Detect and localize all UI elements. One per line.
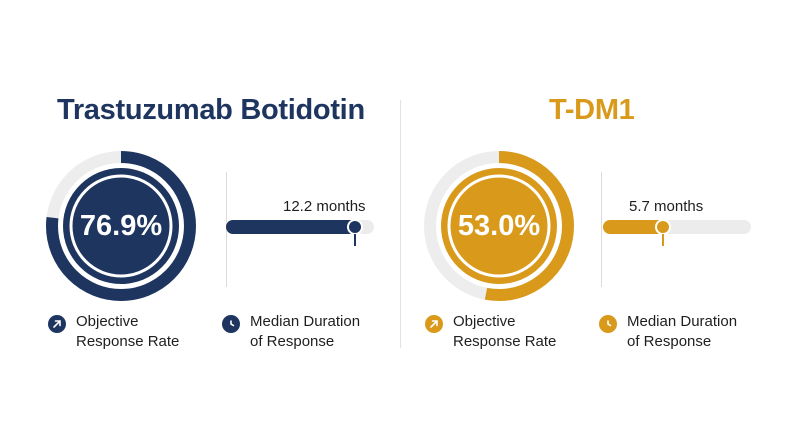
panel-divider [400,100,401,348]
legend-dor-label: Median Duration of Response [627,313,738,350]
dor-marker-stem [353,234,356,246]
legend-orr-label: Objective Response Rate [76,313,180,350]
dor-marker-stem [662,234,665,246]
orr-donut: 76.9% [46,151,196,301]
legend-dor: Median Duration of Response [222,312,360,352]
dor-bar [603,220,664,234]
dor-track [603,219,751,246]
bar-axis-line [601,172,602,287]
arrow-up-right-icon [48,315,66,333]
orr-value: 53.0% [457,209,541,242]
donut-inner-ring [69,174,173,278]
dor-value: 5.7 months [629,198,704,215]
clock-icon [599,315,617,333]
legend-orr-label: Objective Response Rate [453,313,557,350]
legend-dor-label: Median Duration of Response [250,313,361,350]
trastuzumab-panel: Trastuzumab Botidotin 76.9% 12.2 months … [46,94,374,352]
dor-track [226,219,374,246]
legend-orr: Objective Response Rate [425,312,556,352]
orr-value: 76.9% [79,209,163,242]
panel-title: T-DM1 [549,94,635,126]
legend-orr: Objective Response Rate [48,312,179,352]
arrow-up-right-icon [425,315,443,333]
dor-marker [655,219,672,235]
dor-bar [226,220,355,234]
tdm1-panel: T-DM1 53.0% 5.7 months Objective Respons… [400,0,800,447]
donut-center [441,168,557,284]
donut-value-arc [46,151,196,301]
donut-value-arc [424,151,574,301]
orr-donut: 53.0% [424,151,574,301]
clock-icon [222,315,240,333]
donut-center [63,168,179,284]
legend-dor: Median Duration of Response [599,312,737,352]
dor-marker [346,219,363,235]
donut-inner-ring [447,174,551,278]
panel-title: Trastuzumab Botidotin [57,94,365,126]
dor-value: 12.2 months [283,198,366,215]
